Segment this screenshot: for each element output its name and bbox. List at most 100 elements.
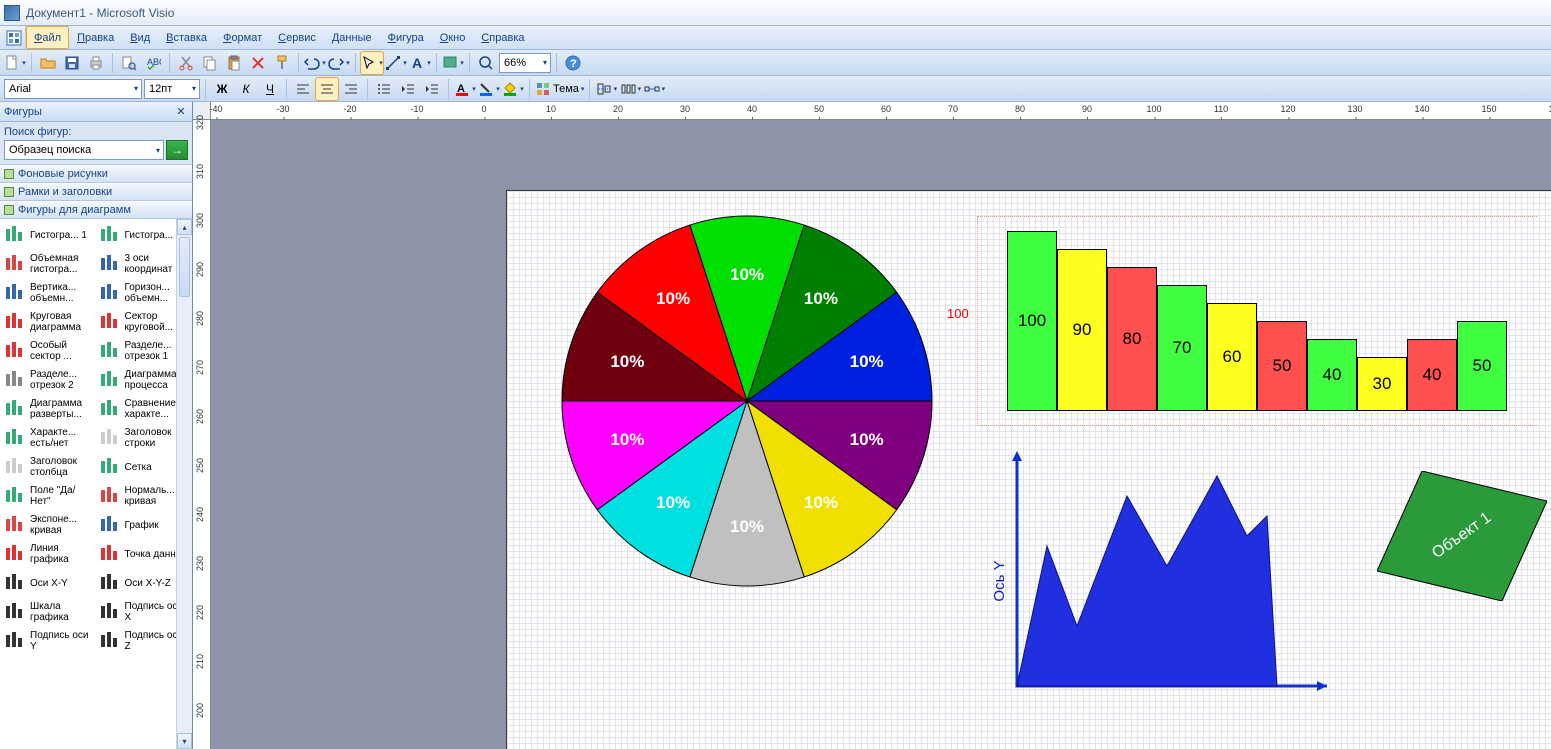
increase-indent-button[interactable] [421, 78, 443, 100]
bar[interactable]: 50 [1257, 321, 1307, 411]
fill-color-button[interactable] [502, 78, 524, 100]
font-color-button[interactable]: A [454, 78, 476, 100]
theme-button[interactable]: Тема [535, 78, 584, 100]
menu-правка[interactable]: Правка [69, 26, 122, 49]
office-button[interactable] [2, 26, 26, 49]
svg-text:A: A [412, 55, 422, 71]
ruler-horizontal: -40-30-20-100102030405060708090100110120… [211, 102, 1551, 120]
bar[interactable]: 50 [1457, 321, 1507, 411]
distribute-button[interactable] [619, 78, 641, 100]
bar[interactable]: 80 [1107, 267, 1157, 411]
pie-slice-label: 10% [610, 352, 644, 372]
scroll-thumb[interactable] [179, 237, 190, 297]
zoom-combo[interactable]: 66% [499, 53, 551, 73]
shape-item[interactable]: Подпись оси Y [2, 627, 96, 655]
shape-item[interactable]: Оси X-Y [2, 569, 96, 597]
line-color-button[interactable] [478, 78, 500, 100]
stencil-header[interactable]: Фоновые рисунки [0, 165, 192, 183]
italic-button[interactable]: К [235, 78, 257, 100]
bar-chart[interactable]: 100 100908070605040304050 [977, 216, 1537, 426]
bar[interactable]: 40 [1307, 339, 1357, 411]
decrease-indent-button[interactable] [397, 78, 419, 100]
align-shapes-button[interactable] [595, 78, 617, 100]
copy-button[interactable] [199, 52, 221, 74]
pie-chart[interactable]: 10%10%10%10%10%10%10%10%10%10% [557, 211, 937, 591]
print-preview-button[interactable] [118, 52, 140, 74]
undo-button[interactable] [304, 52, 326, 74]
connector-tool-button[interactable] [385, 52, 407, 74]
shape-item[interactable]: Поле "Да/Нет" [2, 482, 96, 510]
shape-item[interactable]: Заголовок столбца [2, 453, 96, 481]
shape-item[interactable]: Объемная гистогра... [2, 250, 96, 278]
align-left-button[interactable] [292, 78, 314, 100]
save-button[interactable] [61, 52, 83, 74]
shape-item[interactable]: Вертика... объемн... [2, 279, 96, 307]
bar[interactable]: 70 [1157, 285, 1207, 411]
underline-button[interactable]: Ч [259, 78, 281, 100]
menu-bar: ФайлПравкаВидВставкаФорматСервисДанныеФи… [0, 26, 1551, 50]
stencil-header[interactable]: Фигуры для диаграмм [0, 201, 192, 219]
open-button[interactable] [37, 52, 59, 74]
menu-файл[interactable]: Файл [26, 26, 69, 49]
align-right-button[interactable] [340, 78, 362, 100]
redo-button[interactable] [328, 52, 350, 74]
help-button[interactable]: ? [562, 52, 584, 74]
text-tool-button[interactable]: A [409, 52, 431, 74]
bar-y-label: 100 [947, 306, 969, 321]
search-go-button[interactable]: → [166, 140, 188, 160]
bar[interactable]: 40 [1407, 339, 1457, 411]
search-input[interactable]: Образец поиска [4, 140, 164, 160]
theme-label: Тема [553, 83, 579, 95]
scroll-down-button[interactable]: ▾ [177, 733, 192, 749]
menu-вставка[interactable]: Вставка [158, 26, 215, 49]
shape-fill-button[interactable] [442, 52, 464, 74]
print-button[interactable] [85, 52, 107, 74]
cut-button[interactable] [175, 52, 197, 74]
menu-фигура[interactable]: Фигура [380, 26, 432, 49]
shape-item[interactable]: Особый сектор ... [2, 337, 96, 365]
canvas-viewport[interactable]: 10%10%10%10%10%10%10%10%10%10% 100 10090… [211, 120, 1551, 749]
scroll-up-button[interactable]: ▴ [177, 219, 192, 235]
menu-вид[interactable]: Вид [122, 26, 158, 49]
font-combo[interactable]: Arial [4, 79, 142, 99]
menu-окно[interactable]: Окно [432, 26, 474, 49]
format-painter-button[interactable] [271, 52, 293, 74]
delete-button[interactable] [247, 52, 269, 74]
bullets-button[interactable] [373, 78, 395, 100]
font-name-value: Arial [9, 83, 31, 95]
pie-slice-label: 10% [656, 289, 690, 309]
menu-данные[interactable]: Данные [324, 26, 380, 49]
shape-item[interactable]: Гистогра... 1 [2, 221, 96, 249]
menu-сервис[interactable]: Сервис [270, 26, 324, 49]
shape-item[interactable]: Круговая диаграмма [2, 308, 96, 336]
stencil-header[interactable]: Рамки и заголовки [0, 183, 192, 201]
area-chart[interactable]: Ось Y [997, 451, 1347, 711]
connect-button[interactable] [643, 78, 665, 100]
font-size-combo[interactable]: 12пт [144, 79, 200, 99]
shape-item[interactable]: Экспоне... кривая [2, 511, 96, 539]
standard-toolbar: ABC A 66% ? [0, 50, 1551, 76]
panel-close-button[interactable]: ✕ [174, 105, 188, 119]
spellcheck-button[interactable]: ABC [142, 52, 164, 74]
bar[interactable]: 90 [1057, 249, 1107, 411]
menu-справка[interactable]: Справка [473, 26, 532, 49]
shape-item[interactable]: Разделе... отрезок 2 [2, 366, 96, 394]
scrollbar[interactable]: ▴ ▾ [176, 219, 192, 749]
zoom-button[interactable] [475, 52, 497, 74]
shape-item[interactable]: Характе... есть/нет [2, 424, 96, 452]
shape-item[interactable]: Диаграмма разверты... [2, 395, 96, 423]
bar[interactable]: 100 [1007, 231, 1057, 411]
pie-slice-label: 10% [850, 430, 884, 450]
parallelogram-shape[interactable]: Объект 1 [1377, 471, 1547, 601]
align-center-button[interactable] [316, 78, 338, 100]
shape-item[interactable]: Шкала графика [2, 598, 96, 626]
bold-button[interactable]: Ж [211, 78, 233, 100]
pointer-tool-button[interactable] [361, 52, 383, 74]
menu-формат[interactable]: Формат [215, 26, 270, 49]
shape-item[interactable]: Линия графика [2, 540, 96, 568]
new-button[interactable] [4, 52, 26, 74]
paste-button[interactable] [223, 52, 245, 74]
page[interactable]: 10%10%10%10%10%10%10%10%10%10% 100 10090… [506, 190, 1551, 749]
bar[interactable]: 60 [1207, 303, 1257, 411]
bar[interactable]: 30 [1357, 357, 1407, 411]
